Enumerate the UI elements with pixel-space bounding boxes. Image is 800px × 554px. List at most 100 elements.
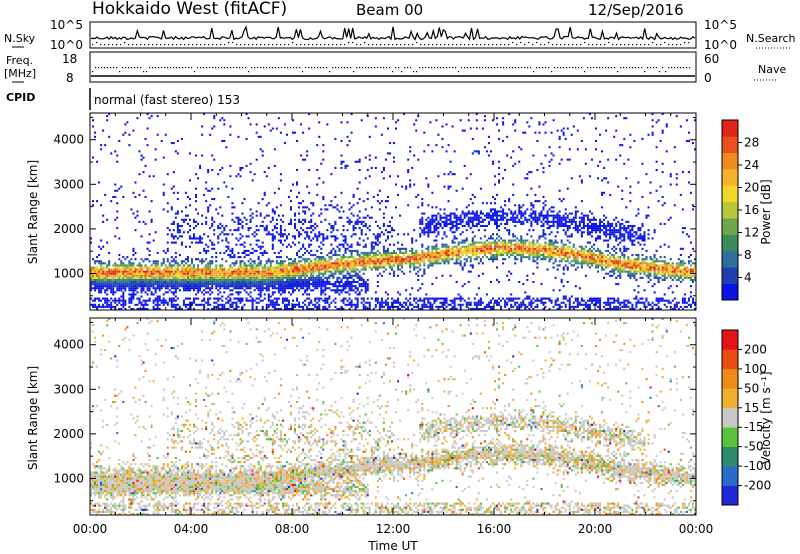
- power-cell: [90, 280, 93, 284]
- power-cell: [443, 262, 446, 265]
- power-cell: [455, 224, 458, 228]
- noise-search-point: [92, 44, 94, 46]
- noise-search-point: [572, 44, 574, 46]
- power-cell: [477, 229, 480, 232]
- power-cell: [211, 278, 214, 281]
- power-cell: [261, 270, 264, 273]
- power-cell: [223, 139, 226, 143]
- power-cell: [447, 187, 450, 190]
- power-cell: [211, 168, 214, 172]
- power-cell: [354, 305, 357, 308]
- power-cell: [348, 285, 351, 288]
- power-cell: [106, 270, 109, 273]
- power-cell: [455, 220, 458, 223]
- power-cell: [191, 283, 194, 286]
- power-cell: [342, 297, 345, 300]
- power-cell: [96, 270, 99, 273]
- power-cell: [324, 297, 327, 300]
- power-cell: [498, 301, 501, 304]
- power-cell: [257, 301, 260, 304]
- power-cell: [229, 274, 232, 277]
- power-cell: [174, 272, 177, 275]
- power-cell: [467, 301, 470, 304]
- power-cell: [334, 237, 337, 240]
- power-cell: [510, 212, 513, 215]
- power-cell: [318, 258, 321, 261]
- power-cell: [314, 297, 317, 300]
- power-cell: [393, 301, 396, 304]
- power-cell: [144, 195, 147, 199]
- power-cell: [467, 210, 470, 213]
- power-cell: [338, 289, 341, 292]
- power-cell: [354, 160, 357, 163]
- power-cell: [459, 214, 462, 217]
- power-cell: [366, 289, 369, 292]
- power-cell: [302, 285, 305, 288]
- power-cell: [178, 278, 181, 281]
- power-cell: [259, 212, 262, 215]
- power-cell: [174, 287, 177, 290]
- power-cell: [261, 276, 264, 279]
- power-cell: [306, 260, 309, 263]
- power-cell: [152, 301, 155, 304]
- power-cell: [191, 272, 194, 275]
- power-cell: [409, 254, 412, 257]
- power-cell: [223, 119, 226, 122]
- power-cell: [445, 251, 448, 255]
- power-cell: [366, 191, 369, 194]
- power-cell: [203, 297, 206, 300]
- power-cell: [382, 254, 385, 257]
- power-cell: [445, 123, 448, 126]
- noise-search-point: [528, 42, 530, 44]
- nave-point: [686, 67, 688, 69]
- power-cell: [376, 243, 379, 246]
- power-cell: [162, 193, 165, 196]
- power-cell: [487, 303, 490, 306]
- power-cell: [407, 299, 410, 302]
- power-cell: [215, 208, 218, 211]
- power-cell: [471, 202, 474, 205]
- power-cell: [207, 208, 210, 211]
- power-cell: [350, 301, 353, 304]
- power-cell: [296, 270, 299, 273]
- power-cell: [126, 283, 129, 286]
- power-cell: [332, 227, 335, 230]
- power-cell: [502, 208, 505, 211]
- nave-point: [149, 67, 151, 69]
- power-cell: [489, 299, 492, 302]
- power-cell: [199, 272, 202, 275]
- power-cell: [403, 247, 406, 250]
- power-cell: [506, 301, 509, 304]
- power-cell: [302, 280, 305, 284]
- nave-point: [431, 67, 433, 69]
- power-cell: [164, 287, 167, 290]
- power-cell: [158, 272, 161, 275]
- power-cell: [330, 251, 333, 255]
- power-cell: [241, 305, 244, 308]
- power-cell: [140, 295, 143, 298]
- power-cell: [120, 307, 123, 310]
- power-cell: [364, 307, 367, 310]
- nave-point: [590, 67, 592, 69]
- power-cell: [423, 229, 426, 232]
- power-cell: [205, 264, 208, 267]
- power-cell: [459, 249, 462, 252]
- power-cell: [328, 264, 331, 267]
- nave-point: [410, 67, 412, 69]
- power-cell: [425, 177, 428, 180]
- noise-search-point: [192, 44, 194, 46]
- power-cell: [201, 222, 204, 225]
- power-cell: [384, 158, 387, 161]
- power-cell: [154, 299, 157, 302]
- power-cell: [261, 283, 264, 286]
- power-cell: [447, 144, 450, 147]
- power-cell: [152, 283, 155, 286]
- nave-point: [272, 67, 274, 69]
- power-cell: [108, 262, 111, 265]
- power-cell: [348, 268, 351, 271]
- power-cell: [263, 274, 266, 277]
- power-cell: [255, 229, 258, 232]
- power-cell: [469, 245, 472, 248]
- power-cell: [176, 307, 179, 310]
- power-cell: [184, 289, 187, 292]
